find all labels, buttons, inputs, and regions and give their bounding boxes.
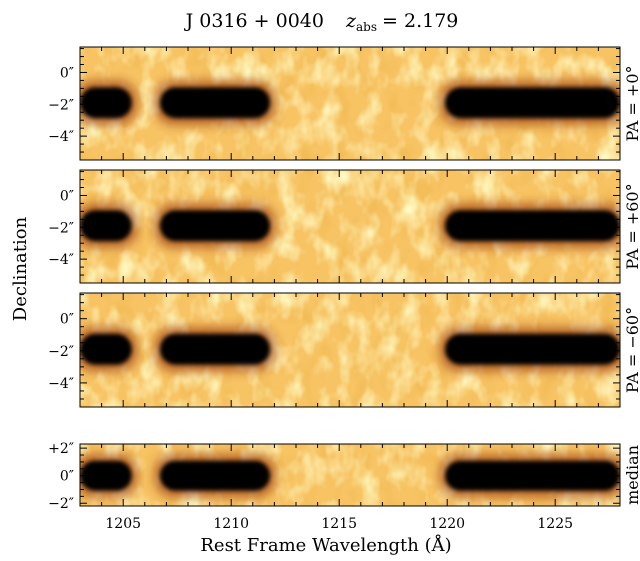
- panel-image: [80, 170, 620, 283]
- panel-image: [80, 47, 620, 160]
- y-tick-label: +2″: [48, 441, 74, 457]
- emission-trace-1: [80, 460, 132, 491]
- y-tick-label: −2″: [48, 496, 74, 512]
- y-tick-label: −2″: [48, 344, 74, 360]
- emission-trace-1: [80, 333, 132, 365]
- emission-trace-2: [159, 210, 271, 242]
- y-tick-label: −2″: [48, 220, 74, 236]
- emission-trace-1: [80, 210, 132, 242]
- emission-trace-3: [445, 333, 620, 365]
- panel-label: PA = −60°: [623, 307, 640, 393]
- chart-title: J 0316 + 0040 zabs = 2.179: [184, 10, 459, 34]
- panel-image: [80, 293, 620, 407]
- panel-image: [80, 444, 620, 506]
- panel-label: PA = +0°: [623, 65, 640, 141]
- emission-trace-1: [80, 87, 132, 119]
- emission-trace-2: [159, 333, 271, 365]
- emission-trace-2: [159, 460, 271, 491]
- y-tick-label: 0″: [60, 469, 74, 485]
- y-tick-label: −4″: [48, 376, 74, 392]
- y-tick-label: 0″: [60, 188, 74, 204]
- spectrum-panels: 0″ −2″ −4″ PA = +0° 0″ −2″ −4″ PA = +60° 0″ −2″ −4…: [48, 46, 640, 532]
- emission-trace-2: [159, 87, 271, 119]
- panel-label: PA = +60°: [623, 183, 640, 269]
- x-tick-label: 1215: [321, 516, 357, 532]
- panel-2: 0″ −2″ −4″ PA = +60°: [48, 169, 640, 284]
- emission-trace-3: [445, 87, 620, 119]
- panel-3: 0″ −2″ −4″ PA = −60°: [48, 292, 640, 408]
- y-tick-label: −4″: [48, 252, 74, 268]
- x-tick-label: 1210: [213, 516, 249, 532]
- x-tick-label: 1205: [105, 516, 141, 532]
- emission-trace-3: [445, 210, 620, 242]
- y-tick-label: 0″: [60, 312, 74, 328]
- emission-trace-3: [445, 460, 620, 491]
- panel-frame: [79, 169, 621, 284]
- x-axis-label: Rest Frame Wavelength (Å): [200, 534, 451, 556]
- x-tick-label: 1220: [429, 516, 465, 532]
- panel-label: median: [623, 445, 640, 505]
- x-tick-label: 1225: [537, 516, 573, 532]
- bright-blob: [336, 170, 351, 185]
- panel-4: +2″ 0″ −2″ median: [48, 441, 640, 512]
- y-tick-label: −2″: [48, 97, 74, 113]
- y-tick-label: −4″: [48, 129, 74, 145]
- panel-frame: [79, 292, 621, 408]
- panel-frame: [79, 443, 621, 507]
- y-axis-label: Declination: [10, 216, 31, 321]
- panel-frame: [79, 46, 621, 161]
- panel-1: 0″ −2″ −4″ PA = +0°: [48, 46, 640, 161]
- y-tick-label: 0″: [60, 65, 74, 81]
